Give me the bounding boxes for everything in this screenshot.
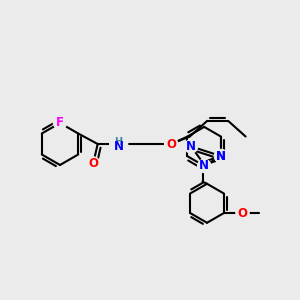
Text: N: N — [114, 140, 124, 153]
Circle shape — [184, 140, 198, 153]
Text: O: O — [166, 137, 176, 151]
Text: O: O — [238, 206, 248, 220]
Circle shape — [53, 116, 67, 129]
Text: N: N — [216, 150, 226, 163]
Circle shape — [198, 159, 211, 172]
Circle shape — [110, 135, 128, 153]
Circle shape — [236, 206, 249, 220]
Circle shape — [214, 150, 228, 163]
Circle shape — [87, 157, 100, 170]
Text: N: N — [186, 140, 196, 153]
Circle shape — [214, 150, 228, 163]
Text: O: O — [88, 157, 98, 170]
Circle shape — [165, 137, 178, 151]
Text: N: N — [216, 150, 226, 163]
Text: N: N — [199, 159, 209, 172]
Text: F: F — [56, 116, 64, 129]
Text: H: H — [115, 137, 123, 147]
